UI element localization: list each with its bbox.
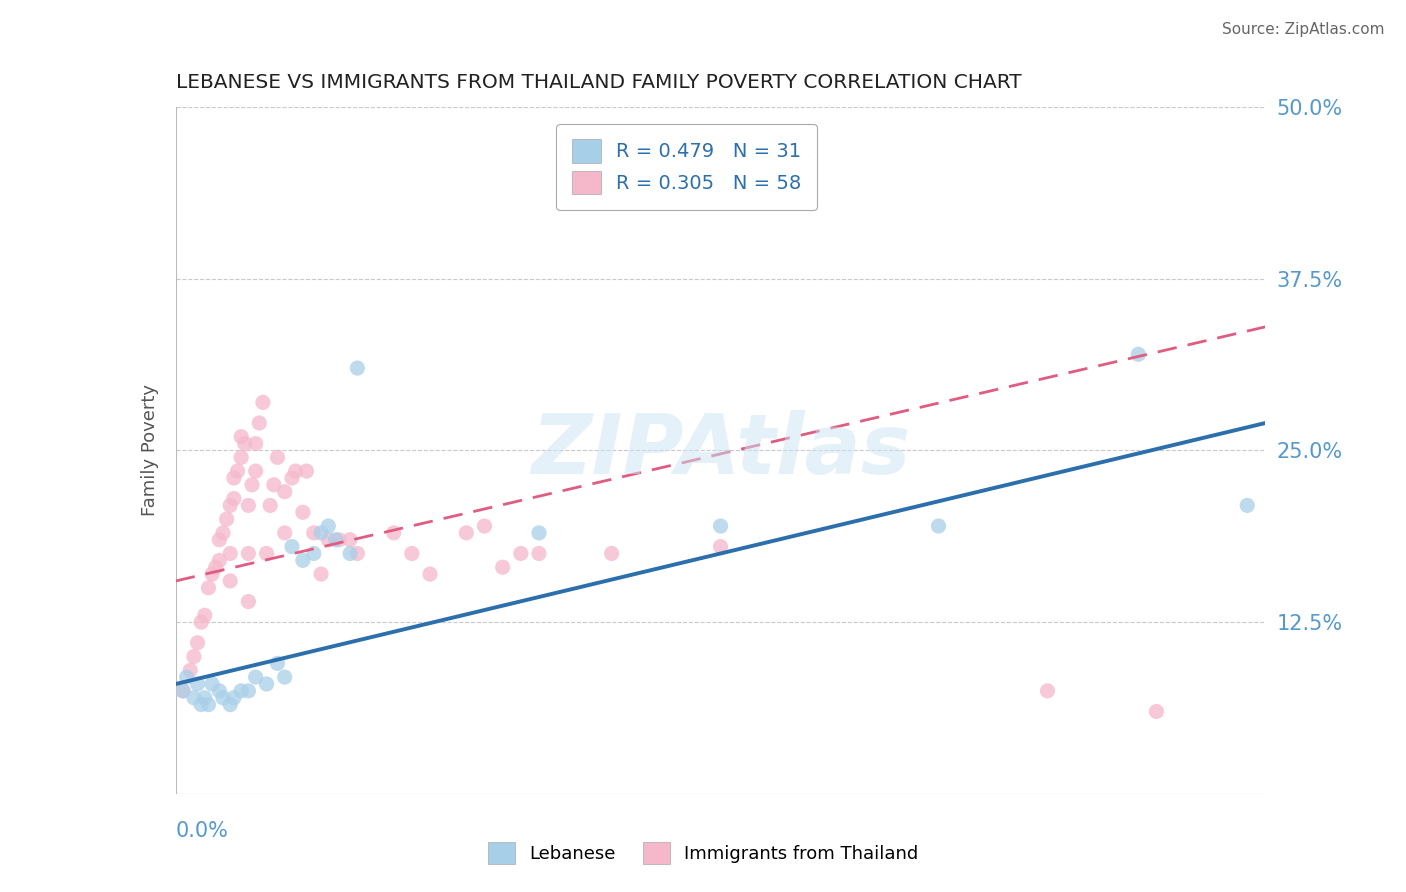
Point xyxy=(201,567,224,582)
Point xyxy=(252,395,274,409)
Point xyxy=(176,670,198,684)
Point xyxy=(238,594,260,608)
Legend: R = 0.479   N = 31, R = 0.305   N = 58: R = 0.479 N = 31, R = 0.305 N = 58 xyxy=(555,124,817,210)
Point xyxy=(1128,347,1150,361)
Point xyxy=(212,525,235,540)
Point xyxy=(222,471,245,485)
Point xyxy=(284,464,307,478)
Point xyxy=(183,649,205,664)
Text: 0.0%: 0.0% xyxy=(176,822,229,841)
Point xyxy=(527,546,550,561)
Point xyxy=(1236,499,1258,513)
Point xyxy=(346,361,368,376)
Point xyxy=(183,690,205,705)
Point xyxy=(318,533,340,547)
Legend: Lebanese, Immigrants from Thailand: Lebanese, Immigrants from Thailand xyxy=(474,828,932,879)
Point xyxy=(201,677,224,691)
Point xyxy=(247,416,270,430)
Point xyxy=(263,478,285,492)
Point xyxy=(190,698,212,712)
Point xyxy=(208,683,231,698)
Point xyxy=(266,657,288,671)
Point xyxy=(226,464,249,478)
Point xyxy=(245,436,267,450)
Point xyxy=(346,546,368,561)
Point xyxy=(281,471,304,485)
Point xyxy=(291,505,314,519)
Point xyxy=(710,519,733,533)
Point xyxy=(186,636,209,650)
Point xyxy=(186,677,209,691)
Point xyxy=(325,533,347,547)
Point xyxy=(456,525,478,540)
Point xyxy=(266,450,288,465)
Point xyxy=(245,464,267,478)
Text: ZIPAtlas: ZIPAtlas xyxy=(531,410,910,491)
Point xyxy=(509,546,531,561)
Point xyxy=(238,499,260,513)
Point xyxy=(527,525,550,540)
Point xyxy=(274,525,297,540)
Point xyxy=(219,499,242,513)
Point xyxy=(1036,683,1059,698)
Point xyxy=(222,690,245,705)
Point xyxy=(339,533,361,547)
Point xyxy=(401,546,423,561)
Point xyxy=(281,540,304,554)
Y-axis label: Family Poverty: Family Poverty xyxy=(141,384,159,516)
Point xyxy=(1146,705,1168,719)
Point xyxy=(328,533,350,547)
Point xyxy=(197,698,219,712)
Text: Source: ZipAtlas.com: Source: ZipAtlas.com xyxy=(1222,22,1385,37)
Point xyxy=(309,525,332,540)
Point xyxy=(928,519,950,533)
Point xyxy=(219,574,242,588)
Point xyxy=(219,698,242,712)
Point xyxy=(240,478,263,492)
Point xyxy=(204,560,226,574)
Point xyxy=(382,525,405,540)
Point xyxy=(215,512,238,526)
Point xyxy=(190,615,212,630)
Point xyxy=(238,546,260,561)
Point xyxy=(245,670,267,684)
Point xyxy=(339,546,361,561)
Point xyxy=(710,540,733,554)
Point xyxy=(194,690,217,705)
Point xyxy=(219,546,242,561)
Point xyxy=(179,663,201,677)
Point xyxy=(318,519,340,533)
Point xyxy=(212,690,235,705)
Point xyxy=(172,683,194,698)
Point xyxy=(274,670,297,684)
Point xyxy=(208,533,231,547)
Text: LEBANESE VS IMMIGRANTS FROM THAILAND FAMILY POVERTY CORRELATION CHART: LEBANESE VS IMMIGRANTS FROM THAILAND FAM… xyxy=(176,72,1021,92)
Point xyxy=(492,560,515,574)
Point xyxy=(256,677,278,691)
Point xyxy=(194,608,217,623)
Point xyxy=(309,567,332,582)
Point xyxy=(295,464,318,478)
Point xyxy=(474,519,496,533)
Point xyxy=(274,484,297,499)
Point xyxy=(600,546,623,561)
Point xyxy=(197,581,219,595)
Point xyxy=(231,683,253,698)
Point xyxy=(222,491,245,506)
Point xyxy=(208,553,231,567)
Point xyxy=(238,683,260,698)
Point xyxy=(419,567,441,582)
Point xyxy=(172,683,194,698)
Point xyxy=(302,546,325,561)
Point xyxy=(231,450,253,465)
Point xyxy=(256,546,278,561)
Point xyxy=(233,436,256,450)
Point xyxy=(259,499,281,513)
Point xyxy=(291,553,314,567)
Point xyxy=(231,430,253,444)
Point xyxy=(302,525,325,540)
